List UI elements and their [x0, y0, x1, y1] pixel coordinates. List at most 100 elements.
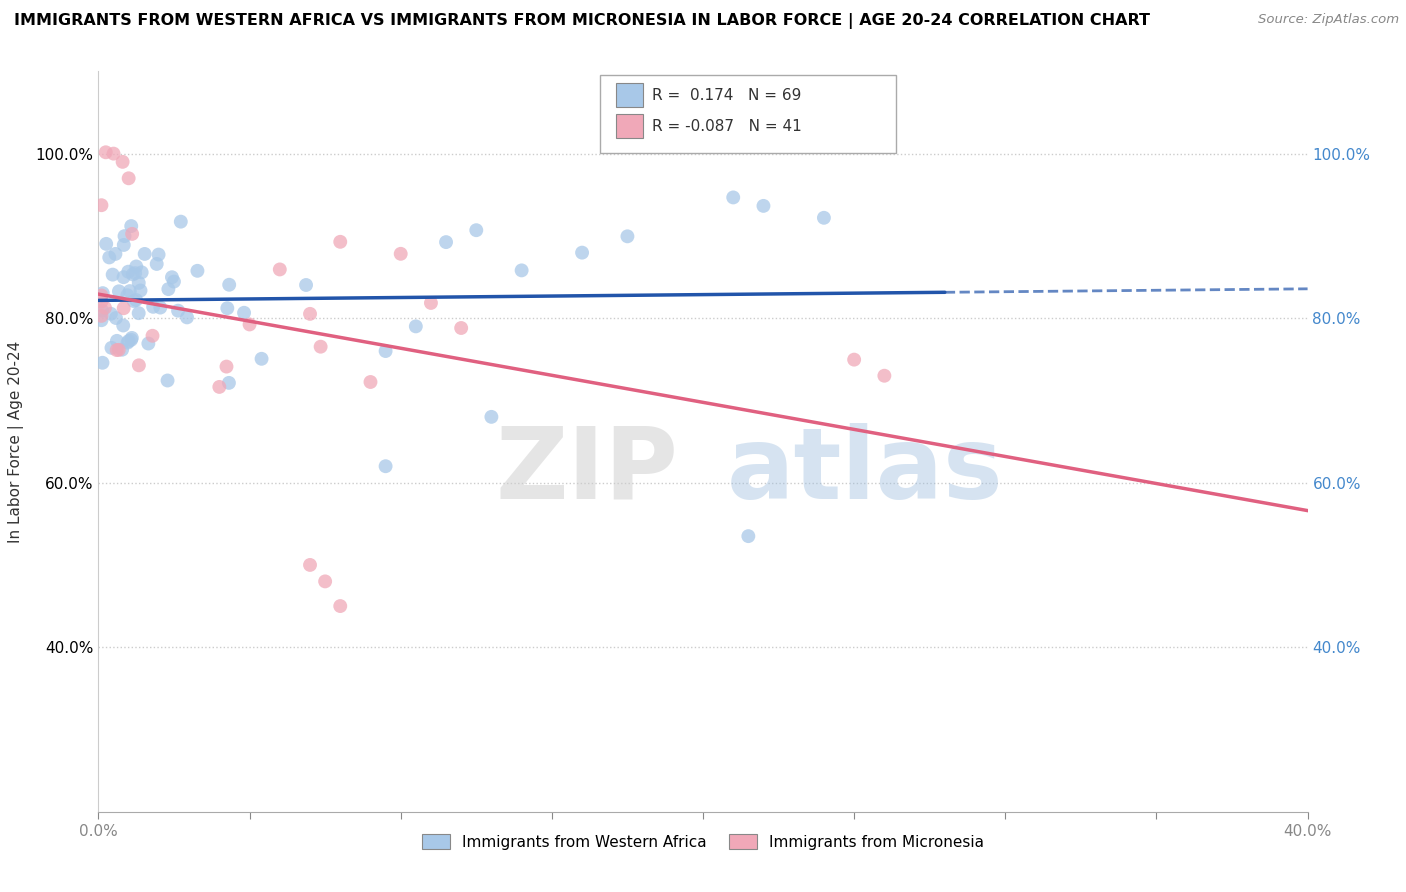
Point	[295, 278, 318, 293]
Text: ZIP: ZIP	[496, 423, 679, 520]
Point	[120, 219, 142, 233]
Point	[112, 270, 135, 285]
Point	[105, 343, 128, 357]
Point	[510, 263, 533, 277]
Point	[129, 284, 152, 298]
Point	[107, 343, 129, 357]
Point	[465, 223, 488, 237]
Bar	[616, 83, 643, 107]
Point	[250, 351, 273, 366]
Text: Source: ZipAtlas.com: Source: ZipAtlas.com	[1258, 13, 1399, 27]
Point	[269, 262, 291, 277]
Legend: Immigrants from Western Africa, Immigrants from Micronesia: Immigrants from Western Africa, Immigran…	[416, 828, 990, 856]
Point	[117, 335, 139, 350]
Point	[128, 306, 150, 320]
Point	[141, 328, 163, 343]
Point	[121, 227, 143, 241]
Point	[138, 336, 160, 351]
Point	[239, 318, 262, 332]
Point	[90, 294, 112, 309]
Y-axis label: In Labor Force | Age 20-24: In Labor Force | Age 20-24	[8, 341, 24, 542]
Text: IMMIGRANTS FROM WESTERN AFRICA VS IMMIGRANTS FROM MICRONESIA IN LABOR FORCE | AG: IMMIGRANTS FROM WESTERN AFRICA VS IMMIGR…	[14, 13, 1150, 29]
Point	[91, 356, 114, 370]
Point	[112, 318, 135, 333]
Text: R =  0.174   N = 69: R = 0.174 N = 69	[652, 87, 801, 103]
Point	[389, 247, 412, 261]
Point	[128, 276, 150, 290]
Point	[134, 247, 156, 261]
Point	[131, 265, 153, 279]
Point	[215, 359, 238, 374]
Point	[98, 251, 121, 265]
Point	[420, 296, 443, 310]
Point	[105, 334, 128, 348]
Point	[114, 229, 136, 244]
Point	[111, 154, 134, 169]
Point	[218, 277, 240, 292]
Point	[100, 307, 122, 321]
Point	[90, 198, 112, 212]
Point	[145, 257, 167, 271]
Text: R = -0.087   N = 41: R = -0.087 N = 41	[652, 119, 801, 134]
Point	[723, 190, 745, 204]
Point	[157, 282, 180, 296]
Point	[94, 301, 117, 315]
Point	[120, 333, 142, 347]
Point	[160, 270, 183, 285]
Point	[434, 235, 457, 249]
Point	[90, 309, 112, 323]
Point	[105, 311, 128, 326]
Point	[142, 300, 165, 314]
Point	[118, 171, 141, 186]
Point	[125, 260, 148, 274]
Point	[329, 235, 352, 249]
Point	[813, 211, 835, 225]
Point	[96, 236, 118, 251]
Point	[104, 247, 127, 261]
Point	[873, 368, 896, 383]
Point	[309, 340, 332, 354]
Point	[128, 359, 150, 373]
Point	[360, 375, 382, 389]
Point	[121, 331, 143, 345]
Point	[571, 245, 593, 260]
Point	[118, 334, 141, 348]
Point	[111, 343, 134, 357]
Point	[405, 319, 427, 334]
Point	[218, 376, 240, 390]
Point	[90, 288, 112, 302]
Point	[450, 321, 472, 335]
Point	[374, 344, 396, 359]
Point	[737, 529, 759, 543]
Point	[616, 229, 638, 244]
Point	[299, 307, 322, 321]
Point	[125, 293, 148, 307]
Point	[117, 288, 139, 302]
Point	[329, 599, 352, 613]
Point	[176, 310, 198, 325]
Point	[108, 285, 131, 299]
Point	[233, 306, 256, 320]
Point	[314, 574, 336, 589]
Point	[124, 266, 146, 280]
Point	[167, 303, 190, 318]
Point	[122, 293, 145, 308]
Point	[100, 341, 122, 355]
Point	[91, 303, 114, 318]
Point	[91, 286, 114, 301]
Point	[752, 199, 775, 213]
Point	[148, 247, 170, 261]
Point	[163, 275, 186, 289]
Point	[121, 268, 143, 282]
Point	[90, 313, 112, 327]
Point	[112, 301, 135, 316]
Point	[481, 409, 503, 424]
Point	[299, 558, 322, 572]
Point	[374, 459, 396, 474]
Point	[101, 268, 124, 282]
Point	[217, 301, 239, 316]
Text: atlas: atlas	[727, 423, 1004, 520]
Point	[94, 145, 117, 160]
Point	[112, 238, 135, 252]
Point	[117, 265, 139, 279]
